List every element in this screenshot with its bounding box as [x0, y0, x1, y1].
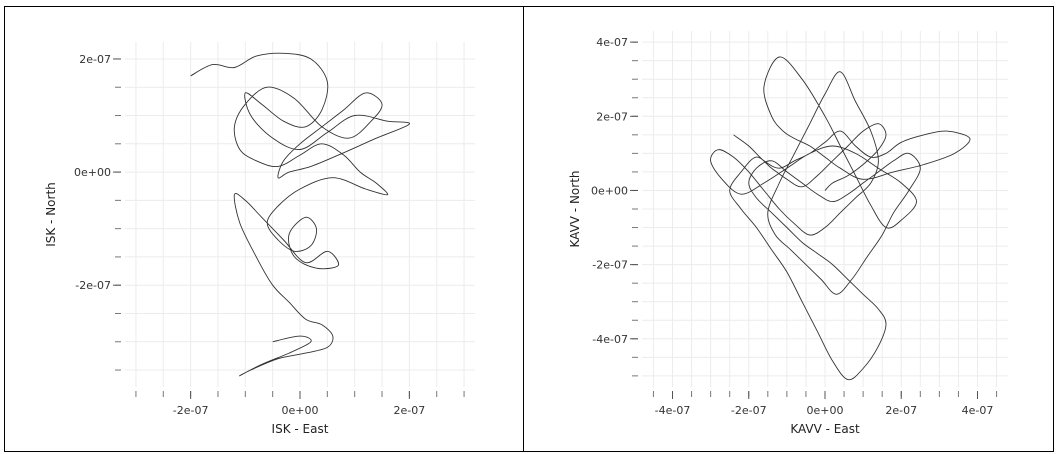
x-tick-label: -2e-07 — [731, 404, 767, 417]
y-axis-label: ISK - North — [44, 182, 58, 247]
grid — [125, 42, 475, 387]
y-tick-label: -2e-07 — [592, 259, 628, 272]
x-tick-label: -2e-07 — [173, 404, 209, 417]
y-axis-label: KAVV - North — [568, 170, 582, 247]
x-tick-label: 4e-07 — [962, 404, 994, 417]
series-line — [710, 56, 971, 381]
x-axis-label: ISK - East — [272, 422, 329, 436]
x-tick-label: 0e+00 — [807, 404, 844, 417]
chart-panel-kavv: -4e-07 -2e-07 0e+00 2e-07 4e-07 -4e-07 -2e-07 0… — [523, 6, 1054, 452]
x-tick-label: -4e-07 — [655, 404, 691, 417]
y-tick-label: 4e-07 — [596, 36, 628, 49]
x-tick-label: 2e-07 — [885, 404, 917, 417]
y-tick-label: -2e-07 — [75, 279, 111, 292]
isk-particle-motion-plot: -2e-07 0e+00 2e-07 -2e-07 0e+00 2e-07 ISK - Ea… — [44, 42, 475, 436]
series-line — [190, 52, 410, 377]
x-tick-label: 2e-07 — [394, 404, 426, 417]
x-axis-label: KAVV - East — [790, 422, 860, 436]
x-tick-label: 0e+00 — [282, 404, 319, 417]
kavv-particle-motion-plot: -4e-07 -2e-07 0e+00 2e-07 4e-07 -4e-07 -2e-07 0… — [568, 31, 1008, 436]
y-tick-label: 0e+00 — [74, 166, 111, 179]
chart-panel-isk: -2e-07 0e+00 2e-07 -2e-07 0e+00 2e-07 ISK - Ea… — [4, 6, 524, 452]
grid — [642, 31, 1008, 387]
y-tick-label: 0e+00 — [591, 184, 628, 197]
y-tick-label: 2e-07 — [596, 110, 628, 123]
y-tick-label: 2e-07 — [79, 53, 111, 66]
y-tick-label: -4e-07 — [592, 333, 628, 346]
